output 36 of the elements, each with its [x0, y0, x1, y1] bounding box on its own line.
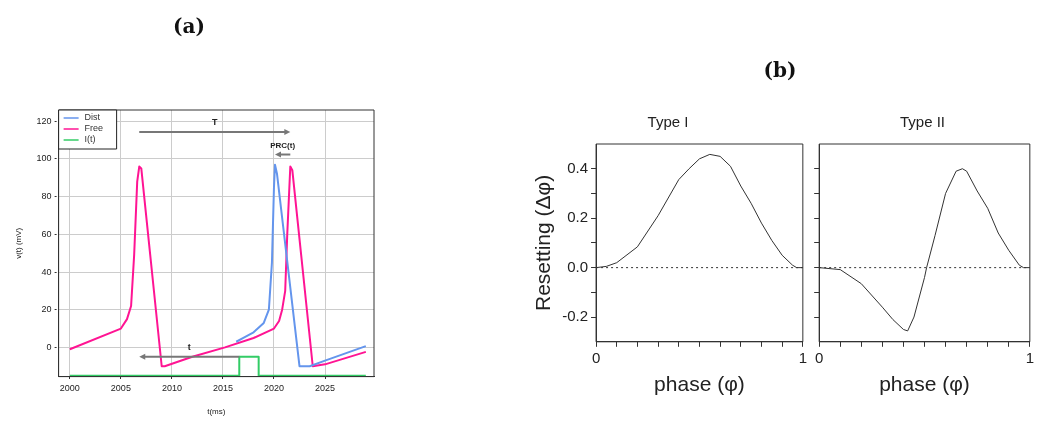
x-tick-label: 1 [1025, 348, 1034, 366]
x-tick-label: 2010 [161, 383, 182, 394]
x-axis-title: phase (φ) [654, 372, 745, 396]
x-tick-label: 2020 [263, 383, 284, 394]
y-tick-label: 40 [41, 266, 52, 277]
x-tick-label: 1 [798, 348, 807, 366]
x-tick-label: 2025 [314, 383, 336, 394]
x-tick-label: 0 [591, 348, 601, 366]
chart-subtitle: Type I [647, 113, 689, 131]
chart-title: (b) [762, 58, 798, 82]
x-tick-label: 2000 [59, 383, 80, 394]
legend-label: Dist [84, 112, 101, 123]
y-tick-label: 0.4 [567, 158, 589, 176]
y-tick-label: -0.2 [562, 307, 589, 325]
x-axis-title: phase (φ) [879, 372, 970, 396]
chart-title: (a) [173, 14, 205, 39]
x-tick-label: 2015 [212, 383, 233, 394]
y-axis-title: v(t) (mV) [14, 227, 23, 259]
y-tick-label: 0 [46, 341, 52, 352]
annotation: T [212, 117, 219, 128]
legend-label: Free [84, 123, 104, 134]
annotation: PRC(t) [270, 140, 296, 150]
x-tick-label: 2005 [110, 383, 131, 394]
y-tick-label: 0.0 [567, 257, 589, 275]
y-axis-title: Resetting (Δφ) [531, 174, 555, 311]
y-tick-label: 60 [41, 228, 52, 239]
y-tick-label: 100 [36, 153, 52, 164]
y-tick-label: 0.2 [567, 208, 589, 226]
y-tick-label: 80 [41, 191, 52, 202]
y-tick-label: 20 [41, 304, 52, 315]
y-tick-label: 120 [36, 115, 52, 126]
annotation: t [187, 342, 191, 353]
x-tick-label: 0 [815, 348, 824, 366]
chart-subtitle: Type II [899, 113, 946, 131]
x-axis-title: t(ms) [207, 407, 226, 417]
legend-label: I(t) [84, 134, 96, 145]
